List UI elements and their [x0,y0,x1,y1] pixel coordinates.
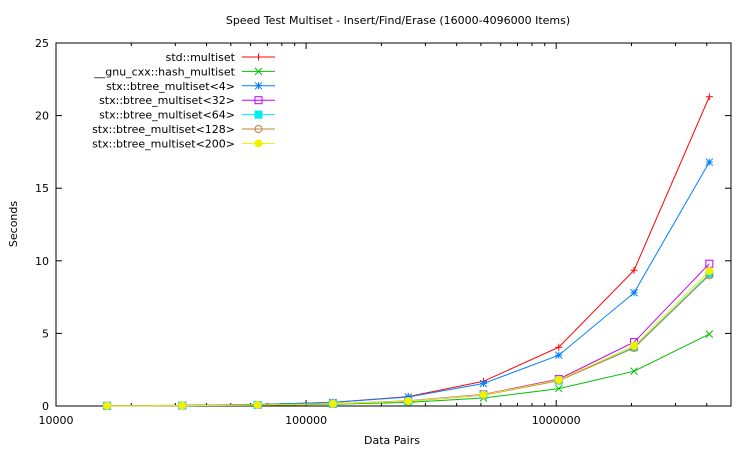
data-point [554,384,563,393]
legend-entry: std::multiset [166,51,275,64]
legend-marker [255,53,262,61]
legend-marker [254,125,263,133]
data-point [178,401,187,410]
series-7 [103,266,714,410]
y-tick-label: 0 [42,400,49,413]
legend-entry: stx::btree_multiset<128> [92,123,275,136]
data-point [630,288,638,297]
data-point [404,397,413,406]
series-3 [103,158,714,410]
legend-entry: stx::btree_multiset<200> [92,137,275,150]
series-6 [103,271,714,410]
data-point [479,379,488,388]
series-line [106,161,710,407]
series-layer [103,93,714,410]
data-point [630,266,638,274]
data-point [479,390,488,399]
legend-marker [254,139,263,148]
legend-entry: stx::btree_multiset<32> [99,94,275,107]
legend-marker [254,110,263,119]
data-point [630,341,639,350]
y-tick-label: 10 [35,255,49,268]
legend-marker [254,67,263,76]
legend-label: __gnu_cxx::hash_multiset [93,65,235,78]
legend-entry: __gnu_cxx::hash_multiset [93,65,275,78]
legend: std::multiset__gnu_cxx::hash_multisetstx… [92,51,275,150]
legend-marker [254,96,263,105]
legend-label: stx::btree_multiset<4> [106,80,235,93]
series-line [106,274,710,407]
legend-label: stx::btree_multiset<64> [99,109,235,122]
y-tick-label: 5 [42,327,49,340]
legend-label: stx::btree_multiset<128> [92,123,235,136]
data-point [103,401,112,410]
x-axis-label: Data Pairs [364,434,420,447]
legend-label: stx::btree_multiset<32> [99,94,235,107]
data-point [554,351,563,360]
legend-entry: stx::btree_multiset<64> [99,109,275,122]
axes: 0 5 10 15 20 25 10000 100000 1000000 [35,37,731,427]
x-tick-label: 1000000 [532,414,581,427]
series-line [106,273,710,407]
data-point [705,266,714,275]
y-axis-label: Seconds [7,201,20,247]
data-point [554,375,563,384]
legend-label: stx::btree_multiset<200> [92,137,235,150]
legend-label: std::multiset [166,51,236,64]
x-tick-label: 10000 [39,414,74,427]
y-tick-label: 15 [35,182,49,195]
y-tick-label: 20 [35,110,49,123]
data-point [705,330,714,338]
data-point [328,399,337,408]
chart-title: Speed Test Multiset - Insert/Find/Erase … [226,14,570,27]
data-point [630,367,638,376]
data-point [555,343,563,351]
legend-marker [254,81,263,90]
series-5 [103,269,714,410]
y-tick-label: 25 [35,37,49,50]
plot-frame [55,42,732,407]
data-point [253,400,262,409]
x-tick-label: 100000 [285,414,327,427]
legend-entry: stx::btree_multiset<4> [106,80,275,93]
data-point [705,93,713,101]
data-point [705,158,714,166]
series-line [106,270,710,407]
